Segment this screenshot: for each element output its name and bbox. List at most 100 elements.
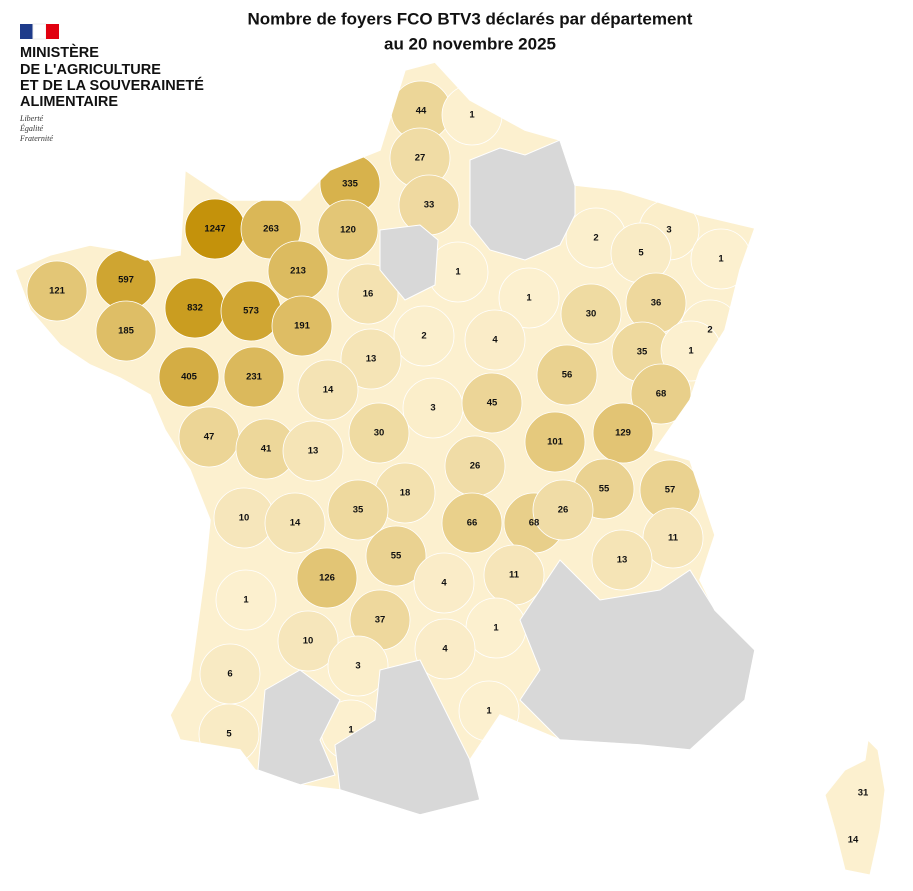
corsica	[824, 738, 886, 876]
department-value: 1	[493, 623, 499, 634]
motto: Égalité	[19, 123, 44, 133]
department-value: 44	[416, 106, 427, 117]
department-value: 1	[718, 254, 724, 265]
department-shade	[592, 402, 654, 464]
department-value: 405	[181, 372, 198, 383]
department-value: 56	[562, 370, 573, 381]
department-shade	[630, 363, 692, 425]
department-shade	[591, 529, 653, 591]
department-value: 68	[529, 518, 540, 529]
department-value: 47	[204, 432, 215, 443]
department-value: 35	[353, 505, 364, 516]
department-value: 185	[118, 326, 135, 337]
department-shade	[365, 525, 427, 587]
department-value: 2	[593, 233, 598, 244]
department-value: 1	[243, 595, 249, 606]
department-shade	[441, 492, 503, 554]
title: Nombre de foyers FCO BTV3 déclarés par d…	[248, 9, 693, 28]
department-shade	[282, 420, 344, 482]
department-value: 4	[442, 644, 448, 655]
department-value: 55	[599, 484, 610, 495]
department-value: 36	[651, 298, 662, 309]
department-shade	[348, 402, 410, 464]
department-shade	[461, 372, 523, 434]
department-shade	[317, 199, 379, 261]
department-value: 27	[415, 153, 426, 164]
department-value: 120	[340, 225, 356, 236]
department-value: 55	[391, 551, 402, 562]
department-value: 41	[261, 444, 272, 455]
department-value: 1	[688, 346, 694, 357]
department-value: 4	[441, 578, 447, 589]
department-value: 57	[665, 485, 676, 496]
department-value: 16	[363, 289, 374, 300]
department-value: 68	[656, 389, 667, 400]
department-shade	[327, 479, 389, 541]
department-shade	[642, 507, 704, 569]
department-value: 37	[375, 615, 386, 626]
department-value: 26	[470, 461, 481, 472]
department-shade	[296, 547, 358, 609]
department-value: 335	[342, 179, 359, 190]
department-value: 832	[187, 303, 203, 314]
department-value: 1	[469, 110, 475, 121]
department-value: 1	[455, 267, 461, 278]
department-shade	[264, 492, 326, 554]
department-value: 13	[308, 446, 319, 457]
department-shade	[26, 260, 88, 322]
department-shade	[464, 309, 526, 371]
shading	[26, 80, 752, 765]
department-value: 126	[319, 573, 335, 584]
department-value: 14	[323, 385, 334, 396]
motto: Fraternité	[19, 134, 53, 143]
department-shade	[340, 328, 402, 390]
department-value: 3	[355, 661, 360, 672]
department-shade	[393, 305, 455, 367]
department-value: 4	[492, 335, 498, 346]
department-value: 573	[243, 306, 259, 317]
department-value: 1	[348, 725, 354, 736]
department-value: 6	[227, 669, 232, 680]
title: au 20 novembre 2025	[384, 34, 556, 53]
department-value: 597	[118, 275, 134, 286]
department-value: 1	[526, 293, 532, 304]
department-shade	[560, 283, 622, 345]
department-value: 2	[421, 331, 426, 342]
department-value: 10	[303, 636, 314, 647]
department-shade	[223, 346, 285, 408]
department-shade	[158, 346, 220, 408]
logo-text: DE L'AGRICULTURE	[20, 62, 161, 78]
department-value: 13	[366, 354, 377, 365]
department-shade	[414, 618, 476, 680]
department-value: 213	[290, 266, 306, 277]
department-value: 5	[226, 729, 232, 740]
department-value: 11	[509, 570, 520, 581]
logo-text: ET DE LA SOUVERAINETÉ	[20, 77, 204, 94]
department-value: 14	[848, 835, 859, 846]
department-value: 231	[246, 372, 263, 383]
department-value: 129	[615, 428, 631, 439]
department-shade	[498, 267, 560, 329]
department-value: 18	[400, 488, 411, 499]
department-value: 1	[486, 706, 492, 717]
department-shade	[277, 610, 339, 672]
department-shade	[413, 552, 475, 614]
department-value: 263	[263, 224, 279, 235]
department-shade	[95, 300, 157, 362]
department-value: 1247	[204, 224, 225, 235]
logo-text: MINISTÈRE	[20, 44, 99, 61]
department-value: 30	[586, 309, 597, 320]
department-value: 121	[49, 286, 66, 297]
department-value: 14	[290, 518, 301, 529]
department-shade	[524, 411, 586, 473]
department-value: 31	[858, 788, 869, 799]
department-value: 13	[617, 555, 628, 566]
department-value: 10	[239, 513, 250, 524]
department-shade	[215, 569, 277, 631]
department-value: 101	[547, 437, 564, 448]
department-value: 11	[668, 533, 679, 544]
department-value: 3	[430, 403, 435, 414]
department-value: 30	[374, 428, 385, 439]
